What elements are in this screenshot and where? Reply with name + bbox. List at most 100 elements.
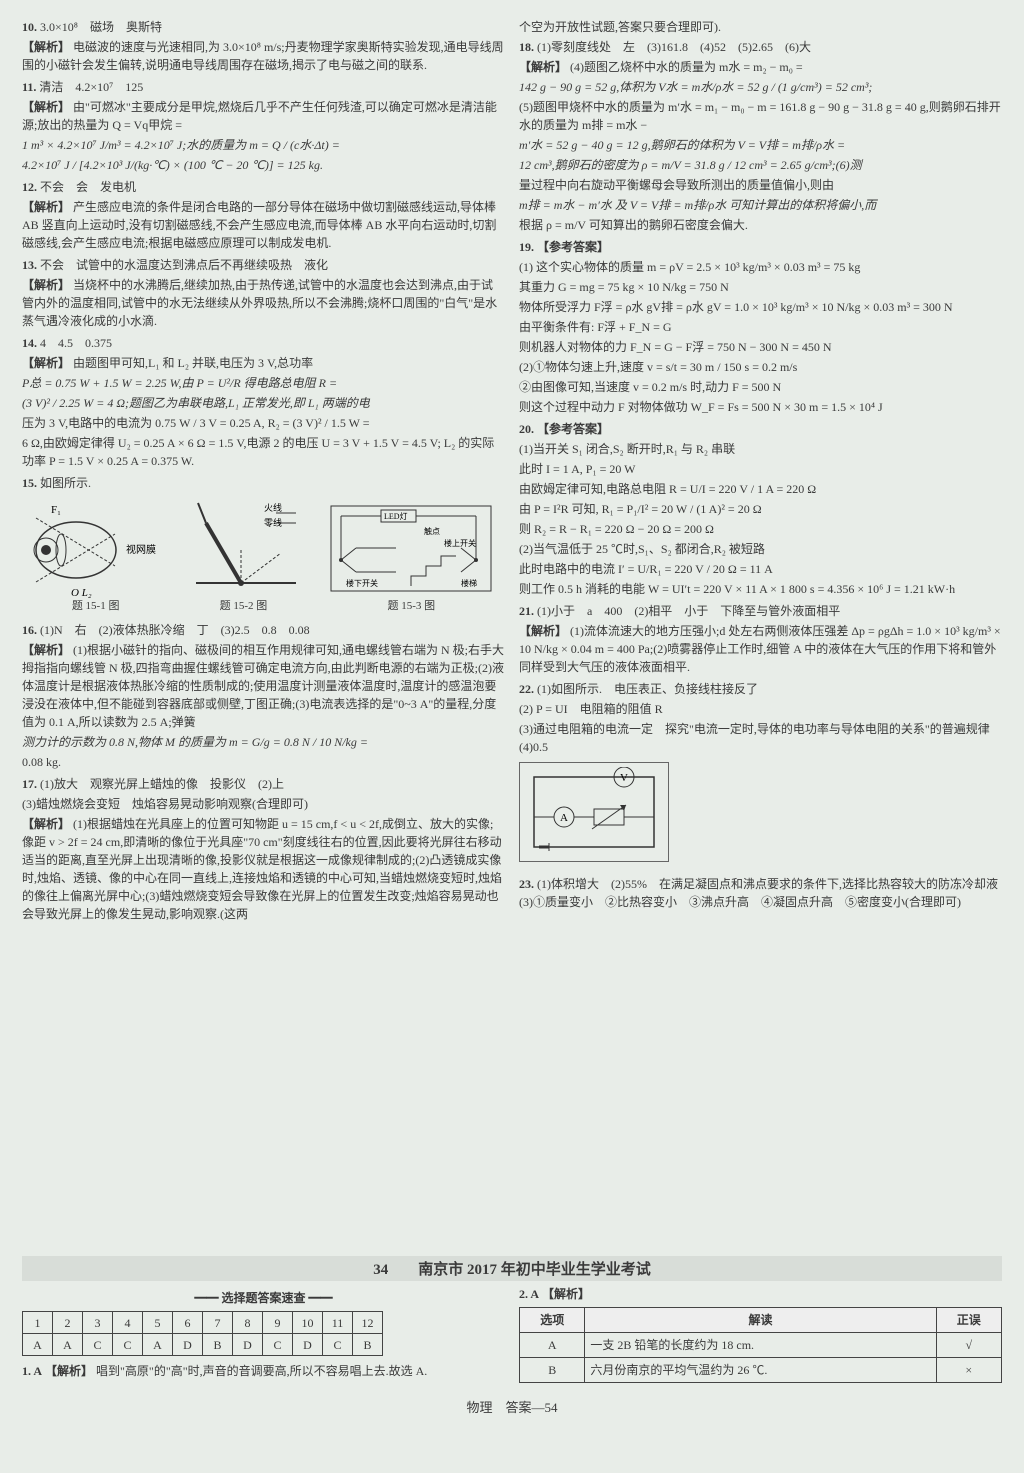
cap-15-3: 题 15-3 图 (326, 598, 496, 615)
q23: 23. (1)体积增大 (2)55% 在满足凝固点和沸点要求的条件下,选择比热容… (519, 875, 1002, 911)
touch-label: 触点 (424, 526, 440, 536)
q23-ans: (1)体积增大 (2)55% 在满足凝固点和沸点要求的条件下,选择比热容较大的防… (519, 877, 1010, 909)
q21: 21. (1)小于 a 400 (2)相平 小于 下降至与管外液面相平 【解析】… (519, 602, 1002, 676)
q16-num: 16. (22, 623, 37, 637)
g-a-10: D (293, 1334, 323, 1356)
q19-l4: 由平衡条件有: F浮 + F_N = G (519, 318, 1002, 336)
g-n-3: 3 (83, 1312, 113, 1334)
g-a-3: C (83, 1334, 113, 1356)
table-row-header: 选项 解读 正误 (520, 1308, 1002, 1333)
g-n-7: 7 (203, 1312, 233, 1334)
td-a-t: 一支 2B 铅笔的长度约为 18 cm. (585, 1333, 936, 1358)
svg-text:O L₂: O L₂ (71, 587, 92, 598)
q18-exp2: (5)题图甲烧杯中水的质量为 m′水 = m₁ − m₀ − m = 161.8… (519, 98, 1002, 134)
q10-exp: 电磁波的速度与光速相同,为 3.0×10⁸ m/s;丹麦物理学家奥斯特实验发现,… (22, 40, 504, 72)
lever-diagram-icon: 火线 零线 (186, 498, 301, 598)
g-a-2: A (53, 1334, 83, 1356)
q17-cont: 个空为开放性试题,答案只要合理即可). (519, 18, 1002, 36)
lower-columns: ━━ 选择题答案速查 ━━ 1 2 3 4 5 6 7 8 9 10 11 12… (22, 1285, 1002, 1387)
svg-text:A: A (560, 812, 568, 824)
q22-l2: (2) P = UI 电阻箱的阻值 R (519, 700, 1002, 718)
q11-exp-label: 【解析】 (22, 100, 70, 114)
q10-exp-label: 【解析】 (22, 40, 70, 54)
q20-l1: (1)当开关 S₁ 闭合,S₂ 断开时,R₁ 与 R₂ 串联 (519, 440, 1002, 458)
eye-diagram-icon: 视网膜 F₁ O L₂ (31, 498, 161, 598)
q22-l3: (3)通过电阻箱的电流一定 探究"电流一定时,导体的电功率与导体电阻的关系"的普… (519, 720, 1002, 756)
q14-exp1: 由题图甲可知,L₁ 和 L₂ 并联,电压为 3 V,总功率 (73, 356, 313, 370)
q16-eq: 测力计的示数为 0.8 N,物体 M 的质量为 m = G/g = 0.8 N … (22, 733, 505, 751)
q14-num: 14. (22, 336, 37, 350)
cap-15-2: 题 15-2 图 (186, 598, 301, 615)
q11-exp1: 由"可燃冰"主要成分是甲烷,燃烧后几乎不产生任何残渣,可以确定可燃冰是清洁能源;… (22, 100, 497, 132)
q14-exp-label: 【解析】 (22, 356, 70, 370)
g-n-9: 9 (263, 1312, 293, 1334)
td-b-t: 六月份南京的平均气温约为 26 ℃. (585, 1358, 936, 1383)
right-column: 个空为开放性试题,答案只要合理即可). 18. (1)零刻度线处 左 (3)16… (519, 18, 1002, 1248)
main-columns: 10. 3.0×10⁸ 磁场 奥斯特 【解析】 电磁波的速度与光速相同,为 3.… (22, 18, 1002, 1248)
q19-l7: ②由图像可知,当速度 v = 0.2 m/s 时,动力 F = 500 N (519, 378, 1002, 396)
q17-ans: (1)放大 观察光屏上蜡烛的像 投影仪 (2)上 (40, 777, 284, 791)
q10-num: 10. (22, 20, 37, 34)
q18-exp1: (4)题图乙烧杯中水的质量为 m水 = m₂ − m₀ = (570, 60, 803, 74)
q19-l6: (2)①物体匀速上升,速度 v = s/t = 30 m / 150 s = 0… (519, 358, 1002, 376)
q22-num: 22. (519, 682, 534, 696)
q18-exp3: 量过程中向右旋动平衡螺母会导致所测出的质量值偏小,则由 (519, 176, 1002, 194)
q11-ans: 清洁 4.2×10⁷ 125 (39, 80, 143, 94)
lower-right: 2. A 【解析】 选项 解读 正误 A 一支 2B 铅笔的长度约为 18 cm… (519, 1285, 1002, 1387)
q15: 15. 如图所示. 视网膜 F₁ O L₂ 题 15-1 (22, 474, 505, 615)
q15-num: 15. (22, 476, 37, 490)
q14-exp3: 6 Ω,由欧姆定律得 U₂ = 0.25 A × 6 Ω = 1.5 V,电源 … (22, 434, 505, 470)
label-zero: 零线 (264, 517, 282, 528)
q13: 13. 不会 试管中的水温度达到沸点后不再继续吸热 液化 【解析】 当烧杯中的水… (22, 256, 505, 330)
q19: 19. 【参考答案】 (1) 这个实心物体的质量 m = ρV = 2.5 × … (519, 238, 1002, 416)
q20-l5: 则 R₂ = R − R₁ = 220 Ω − 20 Ω = 200 Ω (519, 520, 1002, 538)
q14-eq2: (3 V)² / 2.25 W = 4 Ω;题图乙为串联电路,L₁ 正常发光,即… (22, 394, 505, 412)
q16-ans: (1)N 右 (2)液体热胀冷缩 丁 (3)2.5 0.8 0.08 (40, 623, 310, 637)
circuit-stairs-icon: LED灯 触点 楼上开关 (326, 498, 496, 598)
g-n-10: 10 (293, 1312, 323, 1334)
th-option: 选项 (520, 1308, 585, 1333)
q16-exp-label: 【解析】 (22, 643, 70, 657)
q19-l3: 物体所受浮力 F浮 = ρ水 gV排 = ρ水 gV = 1.0 × 10³ k… (519, 298, 1002, 316)
q11-eq1: 1 m³ × 4.2×10⁷ J/m³ = 4.2×10⁷ J;水的质量为 m … (22, 136, 505, 154)
q12-ans: 不会 会 发电机 (40, 180, 136, 194)
q20-l2: 此时 I = 1 A, P₁ = 20 W (519, 460, 1002, 478)
q12: 12. 不会 会 发电机 【解析】 产生感应电流的条件是闭合电路的一部分导体在磁… (22, 178, 505, 252)
q16: 16. (1)N 右 (2)液体热胀冷缩 丁 (3)2.5 0.8 0.08 【… (22, 621, 505, 771)
q19-num: 19. (519, 240, 534, 254)
q18-eq1: 142 g − 90 g = 52 g,体积为 V水 = m水/ρ水 = 52 … (519, 78, 1002, 96)
g-a-5: A (143, 1334, 173, 1356)
q19-title: 【参考答案】 (537, 240, 609, 254)
diagram-15-3: LED灯 触点 楼上开关 (326, 498, 496, 615)
bottom-title: 34 南京市 2017 年初中毕业生学业考试 (22, 1256, 1002, 1281)
table-row-a: A 一支 2B 铅笔的长度约为 18 cm. √ (520, 1333, 1002, 1358)
q14-ans: 4 4.5 0.375 (40, 336, 112, 350)
q12-exp-label: 【解析】 (22, 200, 70, 214)
q19-l8: 则这个过程中动力 F 对物体做功 W_F = Fs = 500 N × 30 m… (519, 398, 1002, 416)
g-n-6: 6 (173, 1312, 203, 1334)
q23-num: 23. (519, 877, 534, 891)
td-b-m: × (936, 1358, 1001, 1383)
diagram-15-2: 火线 零线 题 15-2 图 (186, 498, 301, 615)
q10: 10. 3.0×10⁸ 磁场 奥斯特 【解析】 电磁波的速度与光速相同,为 3.… (22, 18, 505, 74)
th-interp: 解读 (585, 1308, 936, 1333)
th-mark: 正误 (936, 1308, 1001, 1333)
diagram-15-1: 视网膜 F₁ O L₂ 题 15-1 图 (31, 498, 161, 615)
g-n-4: 4 (113, 1312, 143, 1334)
answer-grid: 1 2 3 4 5 6 7 8 9 10 11 12 A A C C A D B (22, 1311, 383, 1356)
q16-exp: (1)根据小磁针的指向、磁极间的相互作用规律可知,通电螺线管右端为 N 极;右手… (22, 643, 504, 729)
g-a-9: C (263, 1334, 293, 1356)
g-a-12: B (353, 1334, 383, 1356)
cap-15-1: 题 15-1 图 (31, 598, 161, 615)
q17-num: 17. (22, 777, 37, 791)
q13-num: 13. (22, 258, 37, 272)
grid-row-ans: A A C C A D B D C D C B (23, 1334, 383, 1356)
td-b-o: B (520, 1358, 585, 1383)
q19-l1: (1) 这个实心物体的质量 m = ρV = 2.5 × 10³ kg/m³ ×… (519, 258, 1002, 276)
g-n-1: 1 (23, 1312, 53, 1334)
q12-num: 12. (22, 180, 37, 194)
td-a-o: A (520, 1333, 585, 1358)
svg-text:F₁: F₁ (51, 504, 61, 516)
q16-exp2: 0.08 kg. (22, 753, 505, 771)
q10-ans: 3.0×10⁸ 磁场 奥斯特 (40, 20, 162, 34)
